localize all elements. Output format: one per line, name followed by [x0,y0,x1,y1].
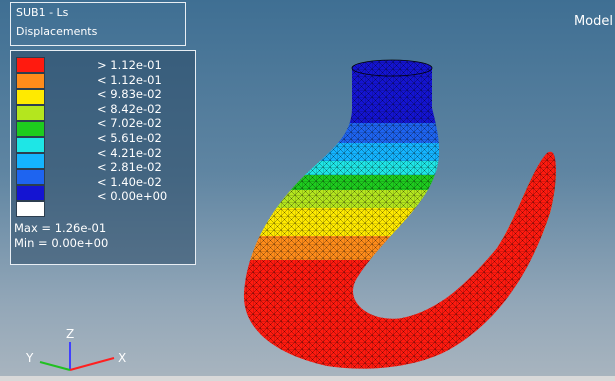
legend-swatch [16,201,45,217]
legend-label: < 2.81e-02 [97,160,162,175]
hook-contour-bands [243,68,556,369]
legend-swatch [16,121,45,137]
min-value: Min = 0.00e+00 [14,236,109,250]
legend-label: < 0.00e+00 [97,189,168,204]
legend-label: < 8.42e-02 [97,101,162,116]
legend-label: < 5.61e-02 [97,130,162,145]
y-axis-line [39,361,71,371]
legend-swatch [16,73,45,89]
bottom-bar [0,376,615,381]
legend-swatch [16,89,45,105]
legend-stats: Max = 1.26e-01 Min = 0.00e+00 [14,221,108,251]
legend-labels: > 1.12e-01 < 1.12e-01 < 9.83e-02 < 8.42e… [97,58,167,204]
legend-swatch [16,105,45,121]
mesh-overlay [243,68,556,369]
model-label: Model [573,14,613,29]
legend-label: < 1.40e-02 [97,174,162,189]
max-value: Max = 1.26e-01 [14,221,107,235]
legend-label: < 9.83e-02 [97,87,162,102]
legend-label: < 4.21e-02 [97,145,162,160]
legend-swatch [16,57,45,73]
legend-label: < 7.02e-02 [97,116,162,131]
legend-swatches [16,57,45,217]
legend-swatch [16,185,45,201]
hook-shank-top-mesh [352,60,432,76]
x-axis-label: X [118,351,126,365]
legend-swatch [16,153,45,169]
y-axis-label: Y [25,351,34,365]
result-type-title: Displacements [16,25,98,38]
contour-legend[interactable]: > 1.12e-01 < 1.12e-01 < 9.83e-02 < 8.42e… [10,50,196,265]
axis-triad: Z X Y [25,327,126,371]
legend-swatch [16,137,45,153]
result-title-box: SUB1 - Ls Displacements [10,2,186,46]
subcase-title: SUB1 - Ls [16,6,69,19]
legend-swatch [16,169,45,185]
z-axis-label: Z [66,327,74,341]
legend-label: < 1.12e-01 [97,72,162,87]
legend-label: > 1.12e-01 [97,58,162,72]
hook-model-render[interactable] [232,48,572,378]
x-axis-line [69,357,115,371]
